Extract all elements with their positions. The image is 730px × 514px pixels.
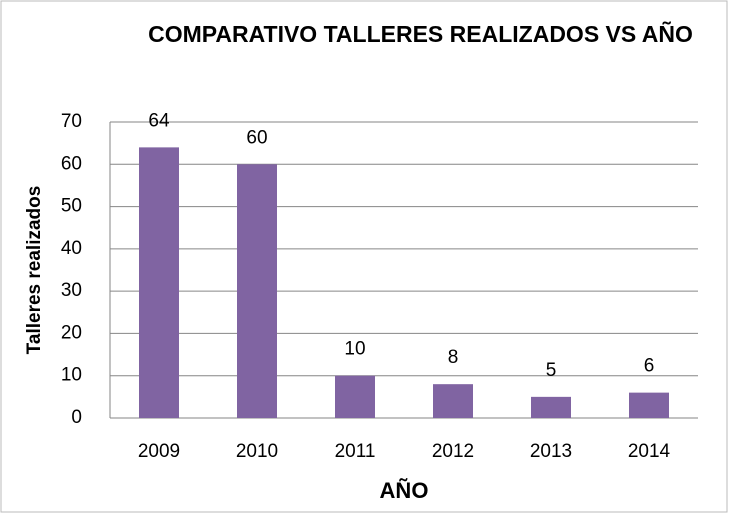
data-label: 6	[644, 356, 655, 377]
data-label: 60	[246, 127, 267, 148]
y-tick-label: 50	[61, 196, 82, 217]
x-tick-label: 2013	[530, 441, 572, 462]
y-tick-label: 60	[61, 153, 82, 174]
x-tick-label: 2011	[335, 441, 376, 462]
data-label: 64	[148, 110, 170, 131]
y-axis-label: Talleres realizados	[24, 186, 45, 355]
data-label: 8	[448, 347, 459, 368]
bar	[237, 164, 277, 418]
bar	[531, 396, 571, 418]
x-tick-label: 2014	[628, 441, 671, 462]
y-tick-label: 30	[61, 280, 82, 301]
x-axis-label: AÑO	[380, 478, 429, 503]
chart-title: COMPARATIVO TALLERES REALIZADOS VS AÑO	[148, 21, 693, 47]
data-label: 10	[344, 339, 365, 360]
y-tick-label: 70	[61, 111, 82, 132]
x-tick-label: 2012	[432, 441, 474, 462]
y-tick-label: 20	[61, 322, 82, 343]
y-tick-label: 40	[61, 238, 82, 259]
bar	[433, 384, 473, 418]
bar	[139, 147, 179, 418]
y-tick-label: 0	[71, 407, 82, 428]
bar	[629, 392, 669, 418]
x-tick-label: 2009	[138, 441, 180, 462]
x-tick-label: 2010	[236, 441, 278, 462]
bar	[335, 375, 375, 418]
y-tick-label: 10	[61, 365, 82, 386]
data-label: 5	[546, 360, 557, 381]
